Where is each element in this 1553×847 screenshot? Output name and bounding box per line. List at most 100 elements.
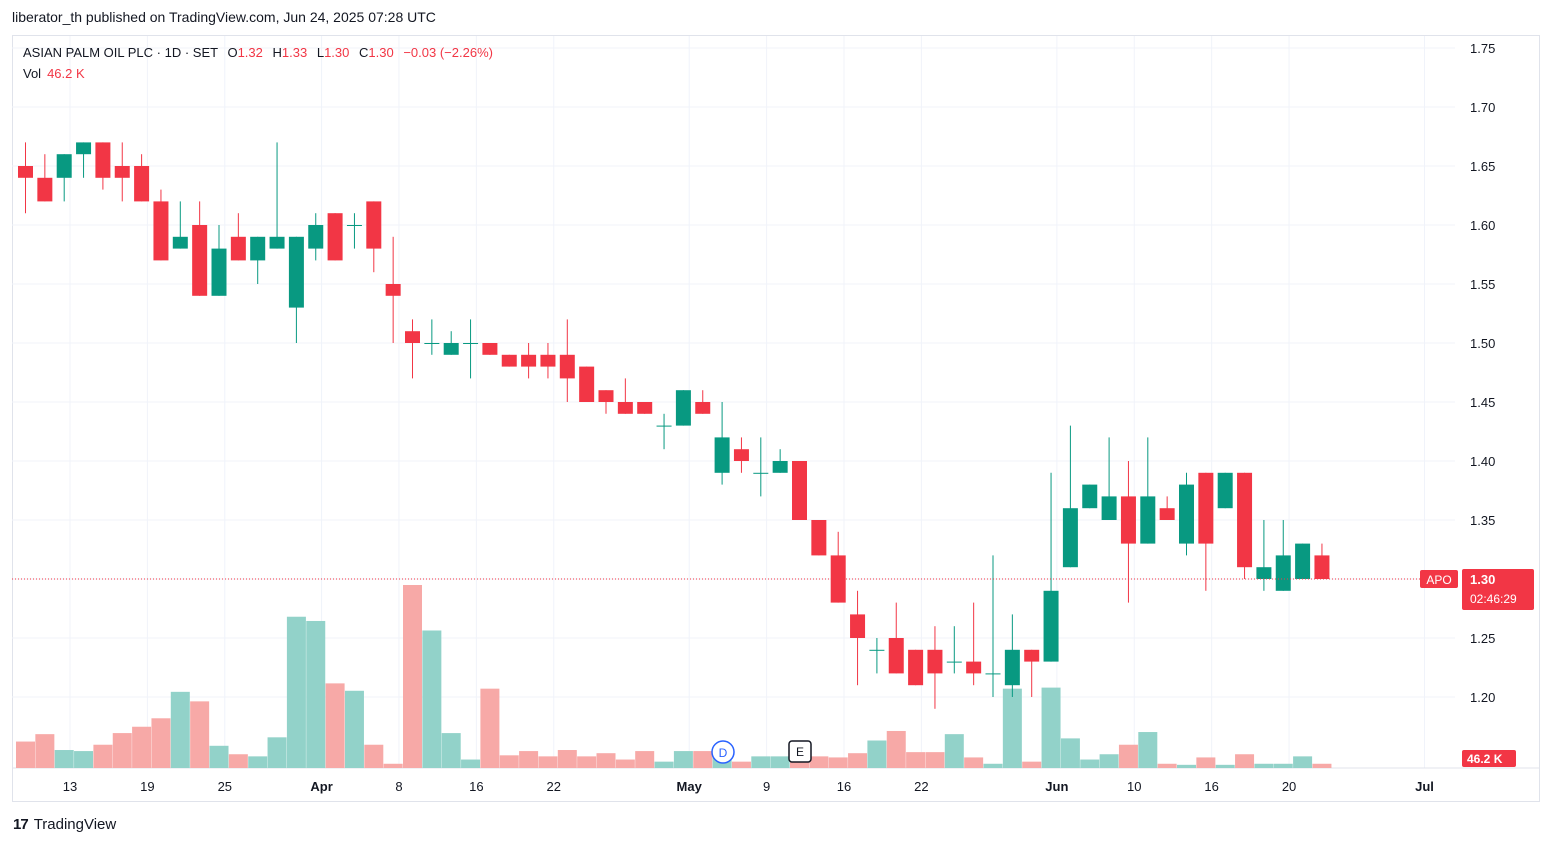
candle bbox=[18, 142, 33, 214]
candle bbox=[888, 602, 904, 674]
candle-body bbox=[946, 661, 962, 663]
volume-label: Vol bbox=[23, 66, 42, 81]
candle-body bbox=[230, 236, 246, 261]
candle bbox=[327, 213, 343, 261]
volume-bar bbox=[209, 745, 229, 768]
earnings-marker[interactable]: E bbox=[788, 740, 812, 763]
volume-bar bbox=[615, 759, 635, 768]
volume-bar bbox=[964, 757, 984, 768]
volume-bar bbox=[1080, 759, 1100, 768]
candle-body bbox=[192, 225, 208, 296]
candle-body bbox=[985, 673, 1001, 675]
time-tick-label: 16 bbox=[469, 779, 483, 794]
candle-body bbox=[405, 331, 420, 343]
volume-bar bbox=[1196, 757, 1216, 768]
volume-bar bbox=[151, 718, 171, 768]
volume-bar bbox=[635, 751, 655, 768]
candle bbox=[830, 531, 846, 603]
candle bbox=[966, 602, 982, 686]
candle-body bbox=[114, 166, 130, 178]
candle bbox=[1043, 472, 1059, 662]
candle-body bbox=[675, 390, 691, 426]
candle-body bbox=[211, 248, 227, 296]
volume-bar bbox=[441, 733, 461, 768]
candle-body bbox=[250, 236, 266, 261]
candle-body bbox=[1120, 496, 1136, 544]
candle bbox=[385, 236, 401, 343]
ticker-badge: APO bbox=[1420, 570, 1458, 588]
time-tick-label: Jun bbox=[1045, 779, 1068, 794]
candle bbox=[656, 413, 672, 450]
candle-body bbox=[288, 236, 304, 308]
candle-body bbox=[966, 661, 982, 674]
volume-bar bbox=[944, 734, 964, 768]
volume-bar bbox=[770, 756, 790, 768]
candle bbox=[1179, 472, 1194, 556]
candle-body bbox=[733, 449, 749, 461]
candle bbox=[559, 319, 575, 402]
candle-body bbox=[424, 343, 440, 344]
candle bbox=[695, 390, 711, 414]
candle-body bbox=[714, 437, 730, 473]
volume-bar bbox=[538, 756, 558, 768]
volume-value: 46.2 K bbox=[47, 66, 85, 81]
volume-bar bbox=[1254, 763, 1274, 768]
candle-body bbox=[1275, 555, 1291, 591]
last-price-badge: 1.30 02:46:29 bbox=[1462, 569, 1534, 610]
dividend-marker[interactable]: D bbox=[711, 740, 735, 764]
candle-body bbox=[617, 402, 633, 414]
candle-body bbox=[18, 166, 33, 178]
candle-body bbox=[1004, 649, 1020, 686]
publish-line: liberator_th published on TradingView.co… bbox=[12, 9, 436, 25]
volume-bar bbox=[867, 740, 887, 768]
time-tick-label: 16 bbox=[1204, 779, 1218, 794]
high-label: H bbox=[272, 45, 282, 60]
candle bbox=[172, 201, 188, 249]
candle bbox=[675, 390, 691, 426]
volume-bar bbox=[286, 616, 306, 768]
candle-body bbox=[927, 649, 943, 674]
time-tick-label: 9 bbox=[763, 779, 770, 794]
candles bbox=[18, 142, 1330, 709]
candle-body bbox=[56, 154, 72, 178]
candle-body bbox=[366, 201, 382, 249]
volume-bar bbox=[596, 753, 616, 768]
change-value: −0.03 (−2.26%) bbox=[403, 45, 493, 60]
volume-badge: 46.2 K bbox=[1462, 750, 1516, 767]
price-tick-label: 1.65 bbox=[1470, 159, 1495, 174]
candle-body bbox=[37, 177, 53, 202]
candle bbox=[792, 461, 807, 520]
candle bbox=[1217, 472, 1233, 509]
candle-body bbox=[811, 520, 827, 556]
volume-bar bbox=[1060, 738, 1080, 768]
candle-body bbox=[1101, 496, 1117, 520]
volume-bar bbox=[248, 756, 268, 768]
earnings-marker-label: E bbox=[796, 745, 804, 759]
time-tick-label: Jul bbox=[1415, 779, 1434, 794]
last-price-value: 1.30 bbox=[1470, 572, 1495, 587]
chart-frame bbox=[12, 35, 1540, 802]
candle bbox=[192, 201, 208, 296]
volume-legend: Vol 46.2 K bbox=[23, 66, 85, 81]
volume-bar bbox=[403, 585, 422, 768]
symbol-line: ASIAN PALM OIL PLC · 1D · SET bbox=[23, 45, 218, 60]
candle-body bbox=[559, 354, 575, 379]
volume-bar bbox=[673, 751, 693, 768]
candle-body bbox=[830, 555, 846, 603]
candle-body bbox=[772, 461, 788, 473]
volume-bar bbox=[499, 755, 519, 768]
candle bbox=[114, 142, 130, 202]
candle bbox=[1198, 472, 1214, 591]
candle bbox=[288, 236, 304, 343]
volume-bar bbox=[693, 751, 713, 768]
candle bbox=[37, 154, 53, 202]
volume-bar bbox=[828, 757, 848, 768]
tradingview-logo[interactable]: 17 TradingView bbox=[13, 816, 116, 833]
candle bbox=[1237, 472, 1253, 579]
candle-body bbox=[385, 284, 401, 296]
volume-bar bbox=[1041, 687, 1061, 768]
time-tick-label: 10 bbox=[1127, 779, 1141, 794]
volume-bar bbox=[925, 752, 945, 768]
volume-bar bbox=[112, 733, 132, 768]
